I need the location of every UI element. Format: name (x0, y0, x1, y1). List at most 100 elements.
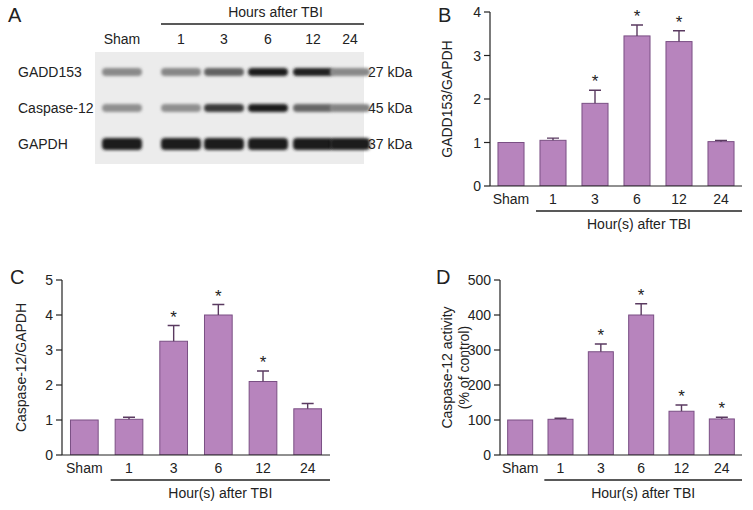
y-tick (494, 384, 500, 385)
y-tick (56, 279, 62, 280)
y-tick-label: 0 (483, 447, 491, 463)
y-tick (494, 279, 500, 280)
blot-band (161, 138, 201, 150)
x-tick-label: Sham (66, 460, 103, 476)
lane-label: 12 (305, 31, 321, 47)
lane-label: 6 (264, 31, 272, 47)
figure: AHours after TBISham1361224GADD15327 kDa… (0, 0, 753, 510)
lane-label: 1 (177, 31, 185, 47)
error-bar (547, 138, 559, 140)
bar (294, 409, 322, 455)
significance-mark: * (598, 326, 605, 345)
y-axis (499, 280, 500, 455)
blot-band (204, 138, 244, 150)
size-label: 27 kDa (368, 64, 413, 80)
y-tick (56, 419, 62, 420)
x-tick-label: 3 (591, 191, 599, 207)
y-tick (484, 55, 490, 56)
y-tick-label: 3 (45, 342, 53, 358)
bar (666, 42, 692, 186)
bar (508, 420, 533, 455)
y-tick (494, 314, 500, 315)
bars (498, 25, 734, 186)
chart-panel: D0100200300400500****Sham1361224Hour(s) … (436, 266, 742, 501)
significance-mark: * (678, 387, 685, 406)
blot-band (330, 138, 370, 150)
significance-mark: * (170, 308, 177, 327)
blot-band (102, 68, 142, 76)
y-tick (484, 98, 490, 99)
bar (160, 341, 188, 455)
x-axis (500, 454, 742, 455)
bar (548, 419, 573, 455)
y-tick-label: 4 (45, 307, 53, 323)
y-axis-label: (% of control) (456, 326, 472, 409)
blot-band (248, 138, 288, 150)
x-tick-label: 6 (637, 460, 645, 476)
x-axis-label: Hour(s) after TBI (587, 216, 691, 232)
x-tick-label: 3 (597, 460, 605, 476)
significance-mark: * (638, 286, 645, 305)
y-tick (494, 419, 500, 420)
blot-band (161, 104, 201, 112)
x-tick-label: 3 (170, 460, 178, 476)
panel-label: B (438, 4, 451, 26)
bar (115, 419, 143, 455)
x-tick-label: 1 (549, 191, 557, 207)
blot-band (330, 68, 370, 76)
bar (588, 352, 613, 455)
error-bar (673, 31, 685, 42)
y-tick (494, 349, 500, 350)
x-tick-label: Sham (502, 460, 539, 476)
x-axis-label: Hour(s) after TBI (591, 485, 695, 501)
blot-band (293, 138, 333, 150)
x-tick-label: 24 (713, 191, 729, 207)
x-tick-label: 12 (255, 460, 271, 476)
bar (708, 142, 734, 186)
y-tick (494, 454, 500, 455)
bar (624, 36, 650, 186)
header-bracket (161, 23, 364, 25)
error-bar (257, 371, 269, 382)
lane-label: Sham (104, 31, 141, 47)
x-tick-label: 1 (557, 460, 565, 476)
error-bar (589, 90, 601, 103)
error-bar (595, 344, 607, 352)
y-axis-label: Caspase-12 activity (439, 306, 455, 428)
y-tick (484, 142, 490, 143)
error-bar (631, 25, 643, 36)
significance-mark: * (260, 353, 267, 372)
panel-label: C (10, 266, 24, 288)
lane-label: 24 (342, 31, 358, 47)
y-tick-label: 1 (45, 412, 53, 428)
blot-header: Hours after TBI (228, 4, 323, 20)
blot-band (204, 104, 244, 112)
y-tick (484, 185, 490, 186)
x-bracket (544, 479, 742, 480)
x-tick-label: 1 (125, 460, 133, 476)
error-bar (168, 326, 180, 342)
x-tick-label: 24 (300, 460, 316, 476)
row-label: GADD153 (18, 64, 82, 80)
blot-band (102, 138, 142, 150)
y-tick-label: 2 (473, 91, 481, 107)
y-axis-label: Caspase-12/GAPDH (13, 303, 29, 432)
error-bar (212, 305, 224, 316)
bar (669, 411, 694, 455)
y-tick (56, 384, 62, 385)
significance-mark: * (592, 72, 599, 91)
y-tick (56, 349, 62, 350)
y-axis-label: GADD153/GAPDH (439, 40, 455, 157)
bar (709, 419, 734, 455)
y-axis (489, 12, 490, 186)
x-tick-label: 6 (633, 191, 641, 207)
chart-panel: C012345***Sham1361224Hour(s) after TBICa… (10, 266, 330, 501)
blot-band (330, 104, 370, 112)
blot-band (293, 104, 333, 112)
bar (629, 315, 654, 455)
bar (204, 315, 232, 455)
y-axis (61, 280, 62, 455)
panel-label: A (8, 4, 22, 26)
size-label: 37 kDa (368, 136, 413, 152)
y-tick-label: 2 (45, 377, 53, 393)
